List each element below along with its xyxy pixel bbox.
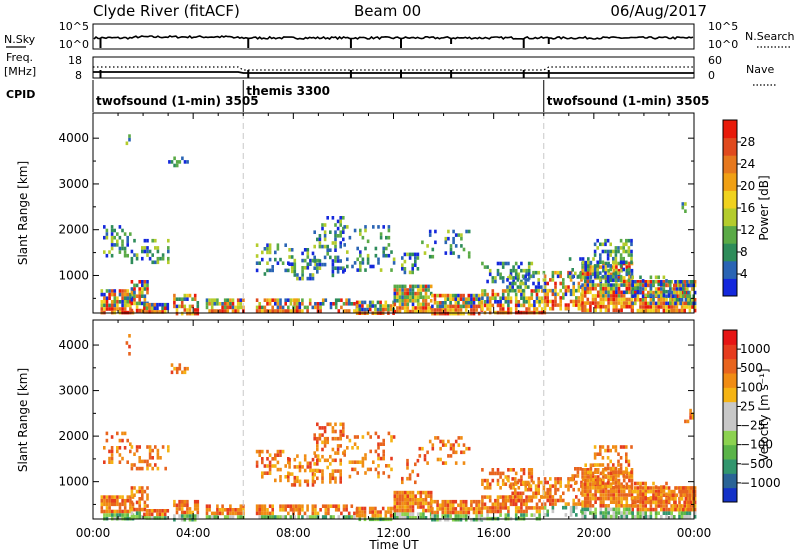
time-tick-3: 12:00 — [376, 526, 411, 540]
power-colorbar-swatch-5 — [723, 190, 737, 209]
p1-ytick-1: 2000 — [58, 223, 89, 237]
power-colorbar-swatch-6 — [723, 172, 737, 191]
freq-nave-panel: Freq. [MHz] 18 8 60 0 Nave — [4, 51, 776, 86]
velocity-colorbar-tick-5: −100 — [740, 438, 773, 452]
nsearch-tick-top: 10^5 — [708, 20, 738, 33]
freq-trace — [93, 71, 694, 74]
power-colorbar-tick-4: 20 — [740, 179, 755, 193]
cpid-segment-label-0: twofsound (1-min) 3505 — [96, 94, 259, 108]
velocity-colorbar-swatch-10 — [723, 344, 737, 360]
nave-trace — [93, 66, 694, 71]
power-colorbar-tick-6: 28 — [740, 135, 755, 149]
velocity-colorbar-swatch-6 — [723, 401, 737, 417]
velocity-colorbar-tick-2: 100 — [740, 380, 763, 394]
nave-label: Nave — [746, 63, 774, 76]
velocity-colorbar-title: Velocity [m s⁻¹] — [757, 368, 771, 461]
velocity-colorbar-swatch-11 — [723, 330, 737, 345]
nave-tick-top: 60 — [708, 54, 722, 67]
nsky-trace — [93, 34, 694, 41]
velocity-colorbar-swatch-5 — [723, 416, 737, 431]
time-tick-6: 00:00 — [677, 526, 712, 540]
velocity-colorbar-tick-6: −500 — [740, 457, 773, 471]
power-colorbar-tick-3: 16 — [740, 201, 755, 215]
power-colorbar-tick-1: 8 — [740, 245, 748, 259]
freq-tick-top: 18 — [68, 54, 82, 67]
time-tick-2: 08:00 — [276, 526, 311, 540]
time-axis-title: Time UT — [368, 538, 419, 552]
power-cpid-boundaries — [242, 113, 545, 313]
velocity-colorbar-swatch-9 — [723, 358, 737, 374]
nsearch-label: N.Search — [745, 30, 795, 43]
cpid-segment-label-2: twofsound (1-min) 3505 — [547, 94, 710, 108]
power-colorbar-swatch-2 — [723, 243, 737, 262]
p1-ytick-3: 4000 — [58, 131, 89, 145]
time-tick-0: 00:00 — [76, 526, 111, 540]
p2-ytick-3: 4000 — [58, 338, 89, 352]
velocity-colorbar-swatch-7 — [723, 387, 737, 403]
velocity-colorbar: 1000 500 100 25 −25 −100 −500 −1000 — [722, 329, 781, 503]
nsky-tick-top: 10^5 — [59, 20, 89, 33]
power-colorbar-swatch-9 — [723, 120, 737, 139]
p1-ytick-0: 1000 — [58, 268, 89, 282]
p2-ytick-2: 3000 — [58, 384, 89, 398]
power-colorbar-swatch-0 — [723, 278, 737, 297]
nsky-label: N.Sky — [4, 33, 36, 46]
beam-title: Beam 00 — [354, 2, 421, 20]
power-colorbar-swatch-7 — [723, 155, 737, 174]
p2-ytick-0: 1000 — [58, 475, 89, 489]
nsky-gaps — [99, 38, 550, 78]
cpid-label: CPID — [6, 88, 35, 101]
power-x-ticks — [92, 113, 695, 313]
velocity-panel: 1000 2000 3000 4000 Slant Range [km] — [16, 319, 697, 522]
power-y-axis: 1000 2000 3000 4000 — [58, 131, 694, 299]
power-colorbar-title: Power [dB] — [757, 175, 771, 240]
power-colorbar-tick-5: 24 — [740, 157, 755, 171]
time-tick-5: 20:00 — [577, 526, 612, 540]
velocity-colorbar-tick-0: 1000 — [740, 342, 771, 356]
power-colorbar: 4 8 12 16 20 24 28 — [722, 119, 755, 297]
time-tick-4: 16:00 — [476, 526, 511, 540]
freq-label: Freq. — [6, 51, 33, 64]
freq-unit-label: [MHz] — [4, 65, 36, 78]
velocity-ylabel: Slant Range [km] — [16, 368, 30, 472]
p2-ytick-1: 2000 — [58, 429, 89, 443]
sky-search-panel: N.Sky 10^5 10^0 10^5 10^0 N.Search — [4, 20, 795, 78]
station-title: Clyde River (fitACF) — [93, 2, 240, 20]
velocity-scatter-cells — [100, 334, 697, 522]
velocity-colorbar-swatch-3 — [723, 444, 737, 460]
nave-tick-bottom: 0 — [708, 69, 715, 82]
velocity-colorbar-tick-1: 500 — [740, 361, 763, 375]
power-colorbar-swatch-8 — [723, 137, 737, 156]
nsky-tick-bottom: 10^0 — [59, 38, 89, 51]
date-title: 06/Aug/2017 — [610, 2, 707, 20]
power-colorbar-swatch-3 — [723, 225, 737, 244]
power-colorbar-swatch-4 — [723, 208, 737, 227]
velocity-colorbar-swatch-2 — [723, 459, 737, 474]
time-axis-labels: 00:00 04:00 08:00 12:00 16:00 20:00 00:00 — [76, 526, 712, 540]
velocity-colorbar-swatch-1 — [723, 473, 737, 489]
velocity-colorbar-tick-3: 25 — [740, 399, 755, 413]
velocity-y-axis: 1000 2000 3000 4000 — [58, 338, 694, 505]
power-panel: 1000 2000 3000 4000 Slant Range [km] — [16, 112, 697, 316]
velocity-colorbar-tick-4: −25 — [740, 419, 765, 433]
velocity-colorbar-swatch-4 — [723, 430, 737, 446]
power-ylabel: Slant Range [km] — [16, 161, 30, 265]
velocity-x-ticks — [92, 320, 695, 519]
power-colorbar-swatch-1 — [723, 260, 737, 279]
p1-ytick-2: 3000 — [58, 177, 89, 191]
velocity-colorbar-tick-7: −1000 — [740, 476, 781, 490]
power-colorbar-tick-0: 4 — [740, 267, 748, 281]
velocity-colorbar-swatch-0 — [723, 487, 737, 503]
cpid-segment-label-1: themis 3300 — [246, 84, 330, 98]
time-tick-1: 04:00 — [176, 526, 211, 540]
power-colorbar-tick-2: 12 — [740, 223, 755, 237]
nsearch-tick-bottom: 10^0 — [708, 38, 738, 51]
freq-tick-bottom: 8 — [75, 69, 82, 82]
velocity-cpid-boundaries — [242, 320, 545, 519]
velocity-colorbar-swatch-8 — [723, 373, 737, 388]
